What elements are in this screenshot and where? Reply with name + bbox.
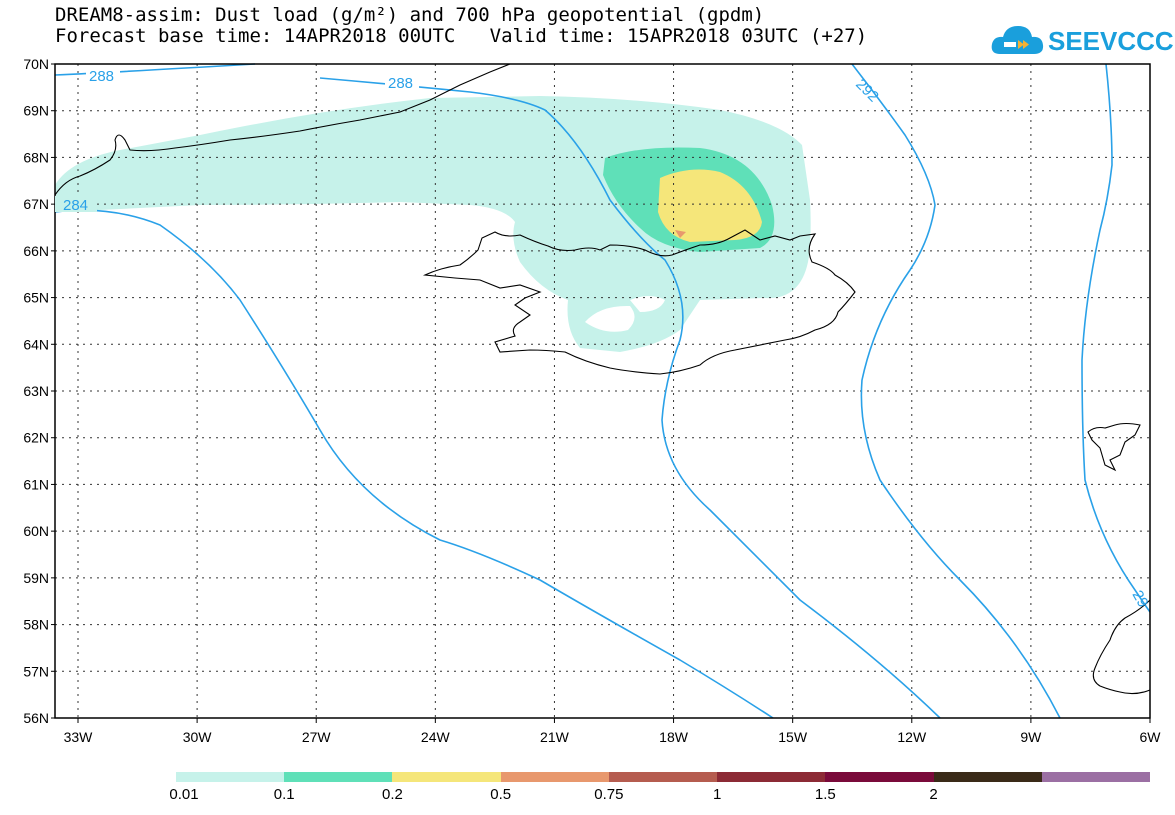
lat-label: 64N bbox=[23, 336, 49, 352]
contour-label: 292 bbox=[852, 76, 882, 106]
colorbar-label: 1.5 bbox=[814, 786, 836, 803]
lat-label: 59N bbox=[23, 570, 49, 586]
lat-label: 63N bbox=[23, 383, 49, 399]
colorbar-segment bbox=[825, 772, 934, 782]
coastline-greenland bbox=[54, 63, 511, 196]
contour-288 bbox=[319, 77, 941, 719]
dust-area-0.2 bbox=[658, 169, 762, 242]
colorbar-segment bbox=[608, 772, 718, 782]
lon-label: 21W bbox=[540, 729, 570, 745]
lon-label: 15W bbox=[778, 729, 808, 745]
coastline-faroe bbox=[1087, 422, 1141, 472]
contour-284 bbox=[54, 209, 774, 719]
lat-label: 57N bbox=[23, 663, 49, 679]
colorbar-segment bbox=[392, 772, 501, 782]
lat-label: 67N bbox=[23, 196, 49, 212]
colorbar-label: 0.01 bbox=[169, 786, 199, 803]
lat-label: 65N bbox=[23, 290, 49, 306]
lat-label: 61N bbox=[23, 476, 49, 492]
lat-label: 56N bbox=[23, 710, 49, 726]
grid-lines bbox=[55, 64, 1150, 718]
lat-label: 60N bbox=[23, 523, 49, 539]
contour-288-north bbox=[54, 63, 256, 76]
colorbar-segment bbox=[500, 772, 609, 782]
lon-label: 6W bbox=[1140, 729, 1162, 745]
cloud-icon bbox=[991, 26, 1044, 54]
colorbar-label: 1 bbox=[712, 786, 722, 803]
colorbar-label: 0.1 bbox=[273, 786, 295, 803]
contour-label: 288 bbox=[388, 75, 413, 92]
contour-label: 288 bbox=[89, 68, 114, 85]
lon-label: 30W bbox=[183, 729, 213, 745]
colorbar bbox=[176, 772, 1150, 782]
coastline-scotland bbox=[1092, 599, 1151, 695]
coastlines bbox=[54, 63, 1151, 695]
colorbar-segment bbox=[1041, 772, 1150, 782]
seevccc-logo: SEEVCCC bbox=[990, 20, 1174, 60]
colorbar-label: 0.75 bbox=[594, 786, 624, 803]
lon-label: 12W bbox=[897, 729, 927, 745]
logo-text: SEEVCCC bbox=[1048, 26, 1174, 56]
dust-field bbox=[55, 96, 811, 352]
lat-label: 68N bbox=[23, 149, 49, 165]
dust-gap-1 bbox=[585, 305, 635, 332]
lat-label: 62N bbox=[23, 430, 49, 446]
axes: 70N 69N 68N 67N 66N 65N 64N 63N 62N 61N 60N 59N 58N 5… bbox=[23, 56, 1161, 745]
chart-title: DREAM8-assim: Dust load (g/m²) and 700 h… bbox=[55, 4, 765, 26]
colorbar-label: 0.2 bbox=[382, 786, 403, 803]
colorbar-label: 2 bbox=[929, 786, 938, 803]
colorbar-label: 0.5 bbox=[490, 786, 512, 803]
lon-label: 9W bbox=[1020, 729, 1042, 745]
lon-label: 33W bbox=[64, 729, 94, 745]
lat-label: 58N bbox=[23, 617, 49, 633]
colorbar-segment bbox=[284, 772, 393, 782]
colorbar-segment bbox=[176, 772, 285, 782]
contour-292 bbox=[851, 63, 1061, 719]
lon-label: 27W bbox=[302, 729, 332, 745]
coastline-iceland bbox=[422, 229, 856, 375]
lat-label: 70N bbox=[23, 56, 49, 72]
lon-label: 24W bbox=[421, 729, 451, 745]
geopotential-contours bbox=[54, 63, 1151, 719]
lat-label: 69N bbox=[23, 103, 49, 119]
contour-east bbox=[1081, 63, 1151, 613]
lon-label: 18W bbox=[659, 729, 689, 745]
dust-area-0.5 bbox=[675, 230, 686, 238]
chart-subtitle: Forecast base time: 14APR2018 00UTC Vali… bbox=[55, 25, 868, 47]
contour-label: 29 bbox=[1129, 588, 1152, 611]
colorbar-segment bbox=[717, 772, 826, 782]
contour-label: 284 bbox=[63, 197, 88, 214]
colorbar-segment bbox=[933, 772, 1042, 782]
lat-label: 66N bbox=[23, 243, 49, 259]
dust-gap-2 bbox=[630, 296, 665, 312]
